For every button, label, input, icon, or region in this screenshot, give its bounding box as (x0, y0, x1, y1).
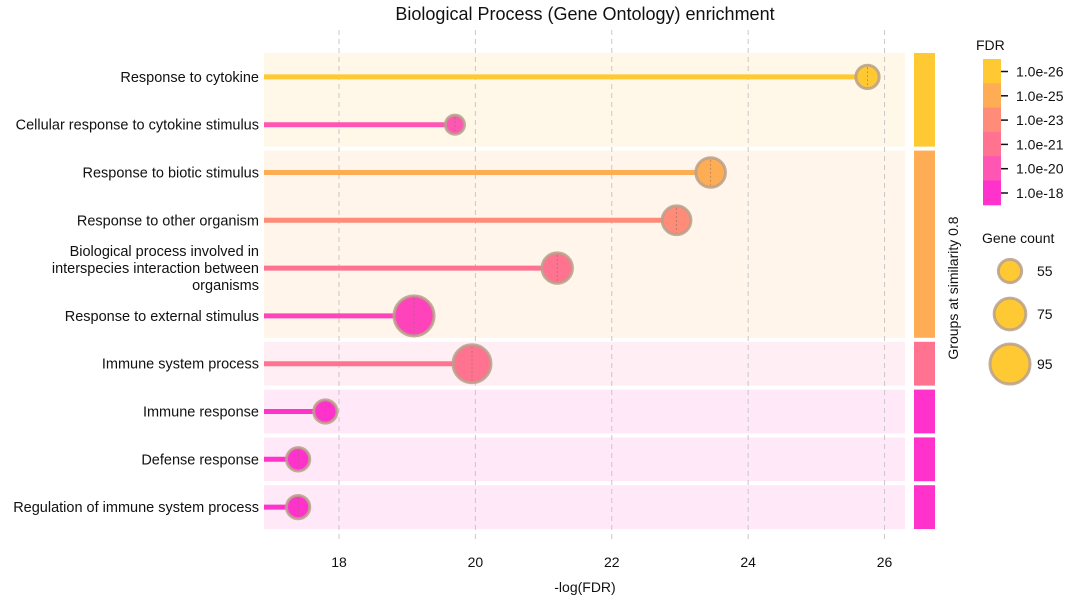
y-tick-label: Immune system process (102, 357, 259, 373)
gene-count-legend-title: Gene count (982, 230, 1054, 246)
group-bar-segment (914, 53, 935, 147)
y-tick-label: Response to other organism (77, 213, 259, 229)
gene-count-label: 55 (1037, 263, 1053, 279)
grid-lines (338, 30, 886, 540)
x-axis: 18 20 22 24 26 (331, 554, 892, 570)
fdr-label: 1.0e-23 (1016, 112, 1064, 128)
y-tick-label: Immune response (143, 405, 259, 421)
group-axis-label: Groups at similarity 0.8 (945, 216, 961, 359)
x-tick-label: 20 (468, 554, 484, 570)
fdr-label: 1.0e-26 (1016, 64, 1064, 80)
fdr-label: 1.0e-21 (1016, 136, 1064, 152)
y-tick-label: Response to external stimulus (65, 309, 259, 325)
fdr-color-swatch (983, 156, 1001, 181)
x-tick-label: 22 (604, 554, 620, 570)
x-tick-label: 18 (331, 554, 347, 570)
group-bar-segment (914, 389, 935, 434)
group-band (264, 53, 905, 147)
gene-count-swatch (992, 296, 1028, 332)
group-bar-segment (914, 437, 935, 482)
x-axis-label: -log(FDR) (554, 579, 615, 595)
fdr-color-swatch (983, 59, 1001, 84)
y-tick-label: Defense response (141, 452, 259, 468)
group-color-bar (914, 53, 935, 529)
lollipop-point (443, 113, 466, 136)
fdr-legend: FDR 1.0e-26 1.0e-25 1.0e-23 1.0e-21 1.0e-20 1… (976, 37, 1064, 206)
x-tick-label: 26 (877, 554, 893, 570)
fdr-label: 1.0e-20 (1016, 161, 1064, 177)
group-bar-segment (914, 150, 935, 338)
lollipop-point (392, 294, 436, 338)
group-band (264, 437, 905, 482)
fdr-label: 1.0e-18 (1016, 185, 1064, 201)
y-tick-label: Regulation of immune system process (13, 500, 259, 516)
group-bar-segment (914, 341, 935, 386)
group-band (264, 389, 905, 434)
gene-count-label: 75 (1037, 306, 1053, 322)
lollipop-marks (264, 63, 881, 521)
chart-title: Biological Process (Gene Ontology) enric… (395, 4, 774, 24)
fdr-legend-title: FDR (976, 37, 1005, 53)
gene-count-legend: Gene count 55 75 95 (982, 230, 1054, 386)
fdr-color-swatch (983, 107, 1001, 133)
y-tick-label: Response to cytokine (120, 70, 259, 86)
gene-count-label: 95 (1037, 356, 1053, 372)
fdr-color-swatch (983, 180, 1001, 206)
y-tick-label: Biological process involved in interspeci… (52, 244, 259, 294)
gene-count-swatch (996, 257, 1024, 285)
fdr-color-swatch (983, 83, 1001, 109)
group-bands (264, 53, 905, 529)
y-tick-label: Response to biotic stimulus (83, 166, 260, 182)
fdr-label: 1.0e-25 (1016, 88, 1064, 104)
group-band (264, 150, 905, 338)
x-tick-label: 24 (740, 554, 756, 570)
group-band (264, 485, 905, 529)
gene-count-swatch (988, 342, 1032, 386)
y-tick-label: Cellular response to cytokine stimulus (16, 118, 259, 134)
group-bar-segment (914, 485, 935, 529)
y-axis-labels: Response to cytokine Cellular response to… (13, 70, 259, 516)
fdr-color-swatch (983, 131, 1001, 157)
